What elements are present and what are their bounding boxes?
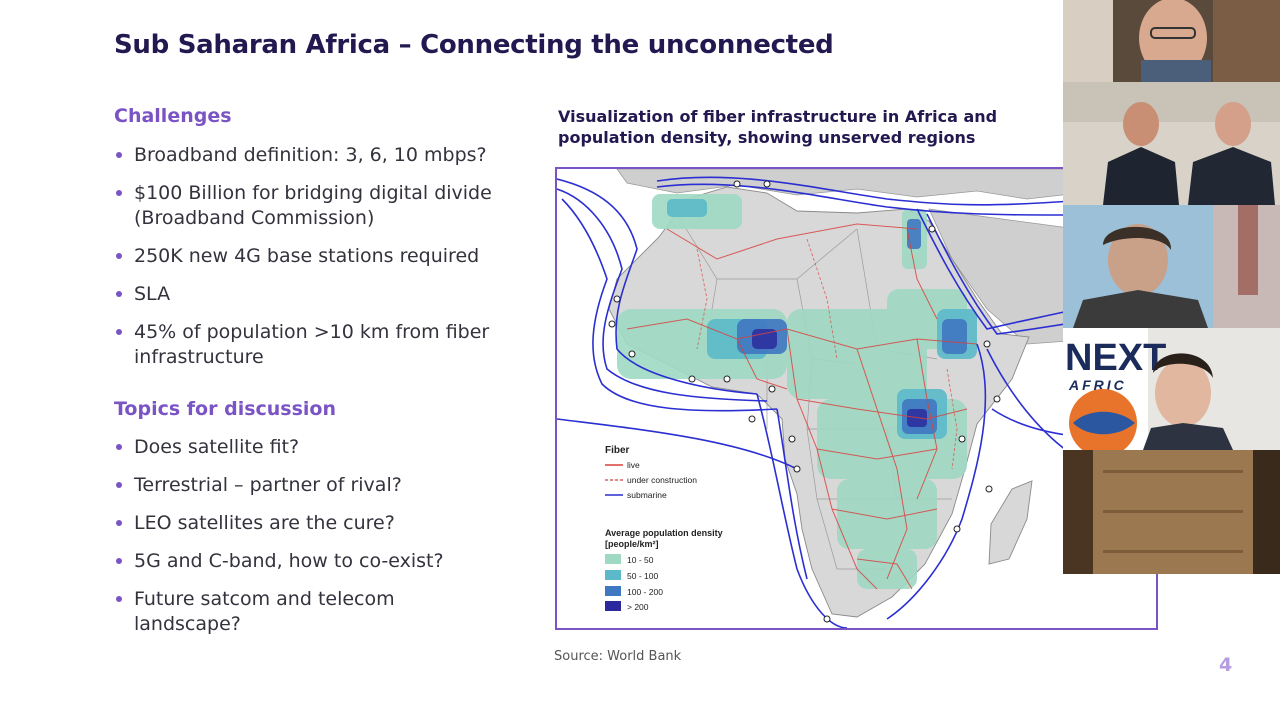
topics-list: Does satellite fit? Terrestrial – partne…	[114, 435, 514, 650]
list-item-text: SLA	[134, 283, 171, 305]
legend-density-title: Average population density	[605, 528, 723, 538]
bullet-icon	[116, 520, 122, 526]
legend-fiber-title: Fiber	[605, 445, 630, 456]
legend-density-label-1: 10 - 50	[627, 555, 654, 565]
list-item: SLA	[114, 282, 514, 307]
fiber-construction-network	[696, 238, 958, 470]
legend-density-label-2: 50 - 100	[627, 571, 658, 581]
legend-density-label-3: 100 - 200	[627, 587, 663, 597]
topics-heading: Topics for discussion	[114, 398, 337, 420]
legend-density-label-4: > 200	[627, 602, 649, 612]
video-tile-2[interactable]	[1063, 82, 1280, 205]
list-item: LEO satellites are the cure?	[114, 511, 514, 536]
bullet-icon	[116, 596, 122, 602]
slide-title: Sub Saharan Africa – Connecting the unco…	[114, 30, 834, 60]
list-item-text: Does satellite fit?	[134, 436, 300, 458]
fiber-live-network	[626, 223, 978, 590]
logo-subtext: AFRIC	[1068, 377, 1127, 393]
legend-submarine-label: submarine	[627, 490, 667, 500]
madagascar-landmass	[988, 480, 1033, 565]
source-note: Source: World Bank	[554, 649, 682, 664]
list-item: Does satellite fit?	[114, 435, 514, 460]
video-participants-panel: NEXT AFRIC	[1063, 0, 1280, 574]
video-tile-4[interactable]: NEXT AFRIC	[1063, 328, 1280, 450]
participant-video	[1063, 82, 1280, 205]
map-caption: Visualization of fiber infrastructure in…	[558, 107, 998, 147]
bullet-icon	[116, 152, 122, 158]
participant-video	[1063, 450, 1280, 574]
bullet-icon	[116, 253, 122, 259]
legend-live-label: live	[627, 460, 640, 470]
list-item: Terrestrial – partner of rival?	[114, 473, 514, 498]
list-item-text: 5G and C-band, how to co-exist?	[134, 550, 444, 572]
list-item-text: Future satcom and telecom landscape?	[134, 588, 395, 635]
legend-density-swatch-3	[605, 586, 621, 596]
list-item-text: LEO satellites are the cure?	[134, 512, 395, 534]
bullet-icon	[116, 482, 122, 488]
list-item: 5G and C-band, how to co-exist?	[114, 549, 514, 574]
participant-video: NEXT AFRIC	[1063, 328, 1280, 450]
legend-density-swatch-2	[605, 570, 621, 580]
challenges-heading: Challenges	[114, 105, 232, 127]
map-legend: Fiber live under construction submarine …	[605, 445, 723, 612]
legend-density-swatch-1	[605, 554, 621, 564]
video-tile-5[interactable]	[1063, 450, 1280, 574]
participant-video	[1063, 205, 1280, 328]
list-item: Future satcom and telecom landscape?	[114, 587, 434, 637]
bullet-icon	[116, 444, 122, 450]
bullet-icon	[116, 291, 122, 297]
density-hexes	[617, 194, 977, 589]
list-item: 45% of population >10 km from fiber infr…	[114, 320, 514, 370]
list-item: $100 Billion for bridging digital divide…	[114, 181, 514, 231]
challenges-list: Broadband definition: 3, 6, 10 mbps? $10…	[114, 143, 514, 383]
list-item-text: Broadband definition: 3, 6, 10 mbps?	[134, 144, 487, 166]
list-item: 250K new 4G base stations required	[114, 244, 514, 269]
legend-density-unit: [people/km²]	[605, 539, 659, 549]
video-tile-1[interactable]	[1063, 0, 1280, 82]
list-item-text: Terrestrial – partner of rival?	[134, 474, 402, 496]
list-item: Broadband definition: 3, 6, 10 mbps?	[114, 143, 514, 168]
bullet-icon	[116, 190, 122, 196]
landing-stations	[608, 180, 1001, 623]
page-number: 4	[1219, 654, 1233, 676]
legend-construction-label: under construction	[627, 475, 697, 485]
list-item-text: $100 Billion for bridging digital divide…	[134, 182, 492, 229]
video-tile-3[interactable]	[1063, 205, 1280, 328]
bullet-icon	[116, 558, 122, 564]
bullet-icon	[116, 329, 122, 335]
list-item-text: 250K new 4G base stations required	[134, 245, 480, 267]
legend-density-swatch-4	[605, 601, 621, 611]
logo-text: NEXT	[1065, 337, 1166, 379]
list-item-text: 45% of population >10 km from fiber infr…	[134, 321, 490, 368]
participant-video	[1063, 0, 1280, 82]
